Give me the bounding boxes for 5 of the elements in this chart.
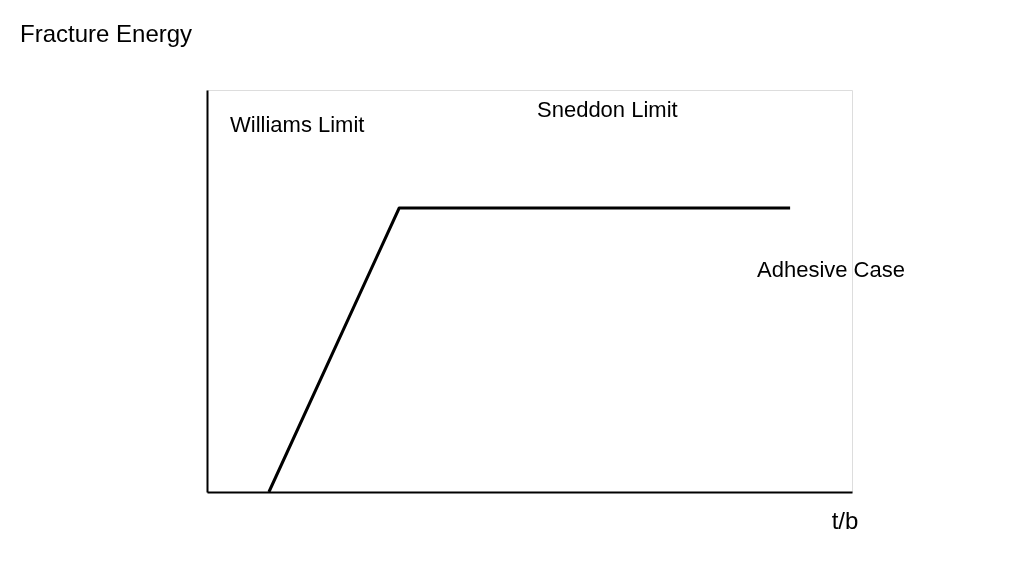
annotation: Adhesive Case: [757, 257, 905, 282]
text: Sneddon Limit: [537, 97, 678, 122]
text: Williams Limit: [230, 112, 365, 137]
x-axis-title: t/b: [831, 507, 859, 534]
chart-title: Fracture Energy: [20, 20, 193, 47]
